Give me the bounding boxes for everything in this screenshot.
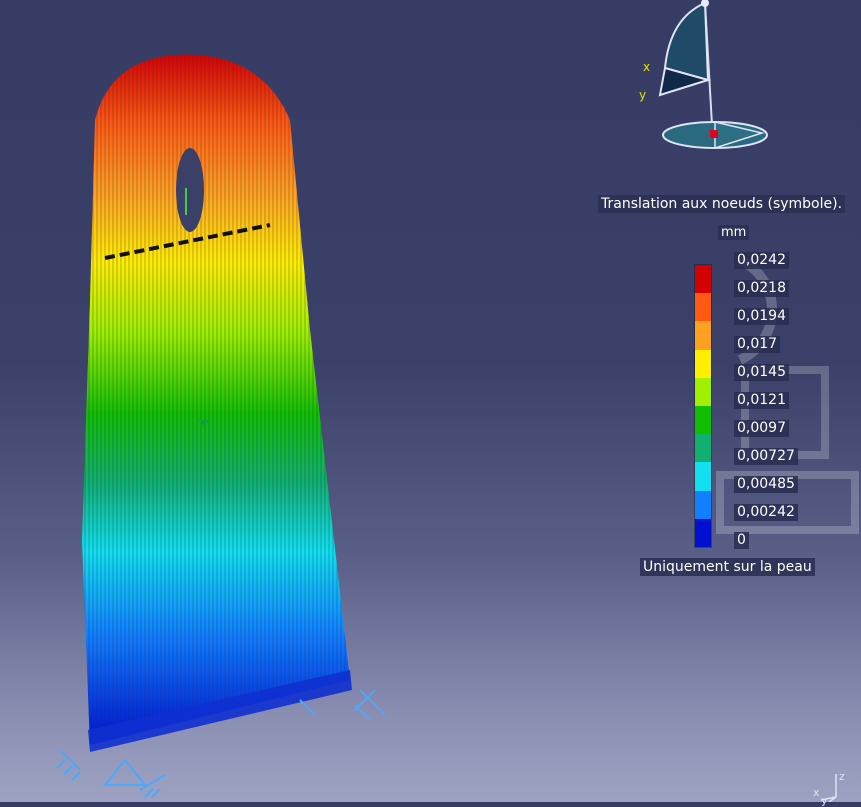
legend-tick-label: 0,0194 — [734, 308, 789, 325]
legend-band-6 — [695, 434, 711, 463]
legend-tick-label: 0,0097 — [734, 420, 789, 437]
legend-tick-label: 0 — [734, 532, 749, 549]
compass-x-label: x — [643, 60, 651, 74]
legend-band-3 — [695, 349, 711, 378]
part-hole — [176, 148, 204, 232]
compass-widget[interactable]: x y — [630, 0, 790, 160]
legend-band-4 — [695, 377, 711, 407]
compass-icon[interactable] — [630, 0, 790, 160]
compass-y-label: y — [639, 88, 647, 102]
legend-band-7 — [695, 462, 711, 491]
legend-band-5 — [695, 406, 711, 435]
triad-y-label: y — [821, 794, 828, 807]
legend-tick-label: 0,017 — [734, 336, 781, 353]
legend-band-2 — [695, 321, 711, 350]
legend-title: Translation aux noeuds (symbole). — [598, 195, 846, 213]
triad-x-label: x — [813, 786, 820, 799]
clamp-icon — [56, 689, 386, 798]
legend-tick-label: 0,0145 — [734, 364, 789, 381]
legend-band-1 — [695, 293, 711, 322]
legend-band-9 — [695, 518, 711, 548]
legend-tick-label: 0,0121 — [734, 392, 789, 409]
legend-tick-label: 0,0218 — [734, 280, 789, 297]
legend-colorbar[interactable] — [694, 264, 712, 548]
legend-band-8 — [695, 490, 711, 519]
legend-tick-label: 0,0242 — [734, 252, 789, 269]
legend-tick-label: 0,00242 — [734, 504, 798, 521]
legend-unit: mm — [718, 225, 750, 240]
legend-footer: Uniquement sur la peau — [640, 558, 815, 576]
axis-triad: z x y — [801, 742, 861, 807]
triad-z-label: z — [839, 770, 845, 783]
legend-tick-label: 0,00485 — [734, 476, 798, 493]
legend-band-0 — [695, 265, 711, 294]
axis-triad-icon — [820, 774, 837, 803]
legend-tick-label: 0,00727 — [734, 448, 798, 465]
